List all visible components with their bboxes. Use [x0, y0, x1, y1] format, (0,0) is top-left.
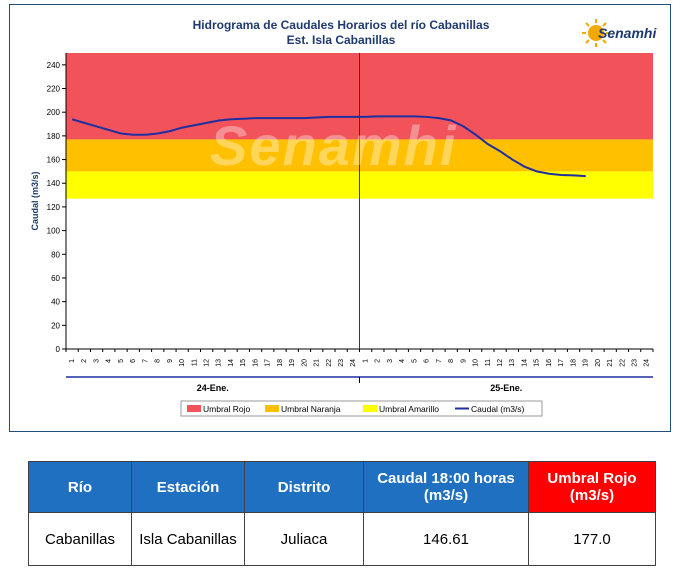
x-tick-label: 4 [106, 359, 113, 363]
y-tick-label: 100 [47, 227, 61, 236]
legend-swatch [187, 405, 201, 412]
chart-subtitle: Est. Isla Cabanillas [286, 33, 396, 47]
x-tick-label: 2 [81, 359, 88, 363]
y-axis-title: Caudal (m3/s) [30, 171, 40, 230]
cell-umbral-rojo: 177.0 [528, 512, 656, 566]
y-tick-label: 120 [47, 203, 61, 212]
x-tick-label: 3 [387, 359, 394, 363]
x-tick-label: 23 [338, 359, 345, 367]
y-tick-label: 20 [51, 321, 60, 330]
x-tick-label: 22 [619, 359, 626, 367]
series-line-caudal [71, 115, 586, 178]
y-tick-label: 200 [47, 108, 61, 117]
y-tick-label: 160 [47, 156, 61, 165]
x-tick-label: 13 [509, 359, 516, 367]
x-tick-label: 23 [632, 359, 639, 367]
cell-distrito: Juliaca [244, 512, 364, 566]
header-umbral-rojo: Umbral Rojo (m3/s) [528, 461, 656, 513]
table-header-row: Río Estación Distrito Caudal 18:00 horas… [28, 461, 656, 513]
x-tick-label: 5 [118, 359, 125, 363]
senamhi-logo-text: Senamhi [598, 25, 657, 41]
y-tick-label: 60 [51, 274, 60, 283]
legend-label: Umbral Amarillo [379, 404, 439, 414]
x-tick-label: 13 [216, 359, 223, 367]
y-tick-label: 0 [56, 345, 61, 354]
senamhi-logo-icon [582, 19, 610, 47]
legend-swatch [265, 405, 279, 412]
x-tick-label: 4 [399, 359, 406, 363]
x-tick-label: 12 [203, 359, 210, 367]
y-tick-label: 140 [47, 179, 61, 188]
x-tick-label: 24 [644, 359, 651, 367]
x-tick-label: 20 [301, 359, 308, 367]
x-tick-label: 18 [277, 359, 284, 367]
x-tick-label: 6 [424, 359, 431, 363]
x-tick-label: 2 [375, 359, 382, 363]
x-tick-label: 7 [436, 359, 443, 363]
x-tick-label: 21 [607, 359, 614, 367]
cell-estacion: Isla Cabanillas [131, 512, 245, 566]
x-tick-label: 17 [265, 359, 272, 367]
x-tick-label: 10 [473, 359, 480, 367]
x-tick-label: 10 [179, 359, 186, 367]
x-tick-label: 7 [142, 359, 149, 363]
y-tick-label: 40 [51, 298, 60, 307]
cell-caudal: 146.61 [363, 512, 529, 566]
x-tick-label: 1 [362, 359, 369, 363]
x-tick-label: 12 [497, 359, 504, 367]
x-tick-label: 8 [155, 359, 162, 363]
y-tick-label: 80 [51, 250, 60, 259]
x-tick-label: 16 [252, 359, 259, 367]
summary-table: Río Estación Distrito Caudal 18:00 horas… [28, 461, 656, 566]
x-tick-label: 5 [411, 359, 418, 363]
chart-title: Hidrograma de Caudales Horarios del río … [192, 18, 490, 32]
legend-swatch [363, 405, 377, 412]
x-tick-label: 11 [191, 359, 198, 366]
day-label: 24-Ene. [197, 383, 229, 393]
header-caudal: Caudal 18:00 horas (m3/s) [363, 461, 529, 513]
x-tick-label: 19 [289, 359, 296, 367]
legend-label: Umbral Naranja [281, 404, 341, 414]
x-tick-label: 20 [595, 359, 602, 367]
legend-label: Umbral Rojo [203, 404, 251, 414]
header-estacion: Estación [131, 461, 245, 513]
legend-label: Caudal (m3/s) [471, 404, 525, 414]
x-tick-label: 1 [69, 359, 76, 363]
table-row: Cabanillas Isla Cabanillas Juliaca 146.6… [28, 512, 656, 566]
x-tick-label: 9 [167, 359, 174, 363]
x-tick-label: 21 [314, 359, 321, 367]
x-tick-label: 14 [228, 359, 235, 367]
chart-frame: 0 20 40 60 80 100 120 140 160 180 200 220 240 Caudal … [9, 4, 671, 432]
x-tick-label: 8 [448, 359, 455, 363]
x-tick-label: 15 [240, 359, 247, 367]
x-tick-label: 17 [558, 359, 565, 367]
x-tick-label: 16 [546, 359, 553, 367]
y-tick-label: 180 [47, 132, 61, 141]
day-label: 25-Ene. [490, 383, 522, 393]
x-tick-label: 11 [485, 359, 492, 366]
y-tick-label: 240 [47, 61, 61, 70]
cell-rio: Cabanillas [28, 512, 132, 566]
legend-box [180, 400, 543, 417]
y-tick-label: 220 [47, 85, 61, 94]
x-tick-label: 19 [583, 359, 590, 367]
x-tick-label: 14 [521, 359, 528, 367]
hydrograph-chart: 020406080100120140160180200220240Caudal … [30, 53, 654, 417]
header-rio: Río [28, 461, 132, 513]
watermark-text: Senamhi [210, 114, 458, 177]
x-tick-label: 9 [460, 359, 467, 363]
x-tick-label: 22 [326, 359, 333, 367]
x-tick-label: 6 [130, 359, 137, 363]
header-distrito: Distrito [244, 461, 364, 513]
x-tick-label: 3 [93, 359, 100, 363]
x-tick-label: 15 [534, 359, 541, 367]
x-tick-label: 18 [570, 359, 577, 367]
x-tick-label: 24 [350, 359, 357, 367]
